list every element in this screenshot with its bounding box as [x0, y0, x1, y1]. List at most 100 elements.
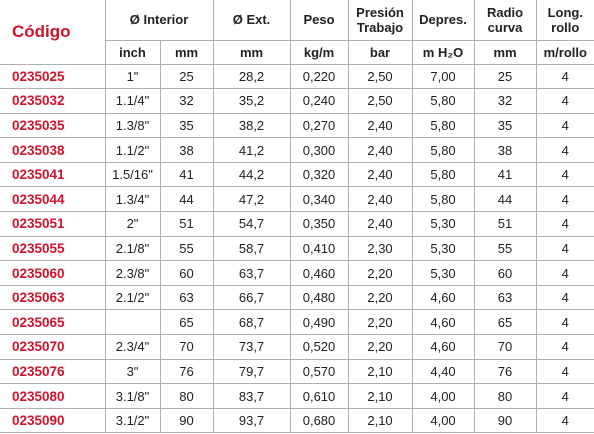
value-cell: 80	[473, 383, 537, 409]
value-cell: 4,60	[411, 334, 475, 360]
header-cell: Radio curva	[473, 0, 537, 41]
value-cell: 44	[473, 186, 537, 213]
value-cell: 90	[473, 407, 537, 434]
value-cell: 0,320	[289, 161, 349, 188]
value-cell: 35	[159, 112, 214, 139]
value-cell: 55	[159, 235, 214, 262]
value-cell: 4	[535, 260, 594, 286]
value-cell: 4	[535, 358, 594, 385]
data-row: 0235080 3.1/8" 80 83,7 0,610 2,10 4,00 80 4	[0, 383, 594, 409]
value-cell: 0,480	[289, 284, 349, 311]
value-cell: 3"	[104, 358, 161, 385]
product-code: 0235063	[0, 284, 106, 311]
value-cell: 4	[535, 334, 594, 360]
value-cell: 51	[473, 211, 537, 237]
value-cell: 55	[473, 235, 537, 262]
value-cell: 93,7	[212, 407, 291, 434]
value-cell: 4	[535, 88, 594, 114]
data-row: 0235063 2.1/2" 63 66,7 0,480 2,20 4,60 63 4	[0, 284, 594, 311]
value-cell: 5,30	[411, 211, 475, 237]
header-cell: Ø Interior	[104, 0, 214, 41]
value-cell: 0,240	[289, 88, 349, 114]
value-cell: 4,60	[411, 284, 475, 311]
unit-cell: kg/m	[289, 39, 349, 65]
value-cell: 2.3/4"	[104, 334, 161, 360]
unit-cell: m H₂O	[411, 39, 475, 65]
value-cell: 0,410	[289, 235, 349, 262]
unit-cell: inch	[105, 39, 161, 65]
value-cell: 0,570	[289, 358, 349, 385]
value-cell: 4	[535, 284, 594, 311]
value-cell: 28,2	[212, 63, 291, 90]
header-cell: Peso	[289, 0, 349, 41]
data-row: 0235035 1.3/8" 35 38,2 0,270 2,40 5,80 35 4	[0, 112, 594, 139]
value-cell: 2,50	[347, 88, 413, 114]
value-cell: 38	[159, 137, 214, 163]
value-cell: 32	[159, 88, 214, 114]
value-cell: 4	[535, 309, 594, 336]
value-cell: 5,80	[411, 186, 475, 213]
value-cell: 0,610	[289, 383, 349, 409]
value-cell: 0,460	[289, 260, 349, 286]
value-cell: 1.3/8"	[104, 112, 161, 139]
product-code: 0235041	[0, 161, 106, 188]
value-cell: 2,40	[347, 112, 413, 139]
value-cell: 2.1/2"	[104, 284, 161, 311]
value-cell: 4	[535, 235, 594, 262]
value-cell: 5,80	[411, 137, 475, 163]
product-code: 0235051	[0, 211, 106, 237]
data-row: 0235032 1.1/4" 32 35,2 0,240 2,50 5,80 32 4	[0, 88, 594, 114]
value-cell: 2.3/8"	[104, 260, 161, 286]
product-code: 0235070	[0, 334, 106, 360]
value-cell: 70	[473, 334, 537, 360]
data-row: 0235044 1.3/4" 44 47,2 0,340 2,40 5,80 44 4	[0, 186, 594, 213]
value-cell: 47,2	[212, 186, 291, 213]
value-cell: 63,7	[212, 260, 291, 286]
value-cell: 68,7	[212, 309, 291, 336]
value-cell: 38	[473, 137, 537, 163]
value-cell: 2,20	[347, 260, 413, 286]
data-row: 0235055 2.1/8" 55 58,7 0,410 2,30 5,30 55 4	[0, 235, 594, 262]
value-cell: 4,40	[411, 358, 475, 385]
value-cell: 1"	[104, 63, 161, 90]
value-cell: 58,7	[212, 235, 291, 262]
value-cell: 2,30	[347, 235, 413, 262]
header-cell: Ø Ext.	[212, 0, 291, 41]
value-cell: 5,80	[411, 161, 475, 188]
value-cell: 80	[159, 383, 214, 409]
value-cell: 5,30	[411, 235, 475, 262]
value-cell: 3.1/8"	[104, 383, 161, 409]
value-cell: 0,680	[289, 407, 349, 434]
value-cell: 65	[473, 309, 537, 336]
value-cell: 35,2	[212, 88, 291, 114]
data-row: 0235038 1.1/2" 38 41,2 0,300 2,40 5,80 38 4	[0, 137, 594, 163]
header-cell: Long. rollo	[535, 0, 594, 41]
value-cell: 1.5/16"	[104, 161, 161, 188]
value-cell: 2,20	[347, 334, 413, 360]
value-cell: 66,7	[212, 284, 291, 311]
value-cell: 2"	[104, 211, 161, 237]
value-cell: 5,80	[411, 112, 475, 139]
value-cell: 3.1/2"	[104, 407, 161, 434]
data-row: 0235076 3" 76 79,7 0,570 2,10 4,40 76 4	[0, 358, 594, 385]
data-row: 0235051 2" 51 54,7 0,350 2,40 5,30 51 4	[0, 211, 594, 237]
header-row: Código Ø Interior Ø Ext. Peso Presión Trabaj…	[0, 0, 594, 65]
value-cell: 63	[473, 284, 537, 311]
value-cell: 2,40	[347, 211, 413, 237]
units-row: inch mm mm kg/m bar m H₂O mm m/rollo	[0, 39, 594, 65]
value-cell: 2,40	[347, 137, 413, 163]
value-cell: 1.1/4"	[104, 88, 161, 114]
value-cell: 5,30	[411, 260, 475, 286]
value-cell: 2,20	[347, 284, 413, 311]
value-cell: 2,50	[347, 63, 413, 90]
value-cell: 76	[473, 358, 537, 385]
value-cell: 4	[535, 383, 594, 409]
value-cell: 4	[535, 186, 594, 213]
value-cell: 0,220	[289, 63, 349, 90]
value-cell: 4	[535, 161, 594, 188]
value-cell: 73,7	[212, 334, 291, 360]
value-cell: 0,270	[289, 112, 349, 139]
value-cell: 7,00	[411, 63, 475, 90]
value-cell: 2.1/8"	[104, 235, 161, 262]
product-code: 0235055	[0, 235, 106, 262]
